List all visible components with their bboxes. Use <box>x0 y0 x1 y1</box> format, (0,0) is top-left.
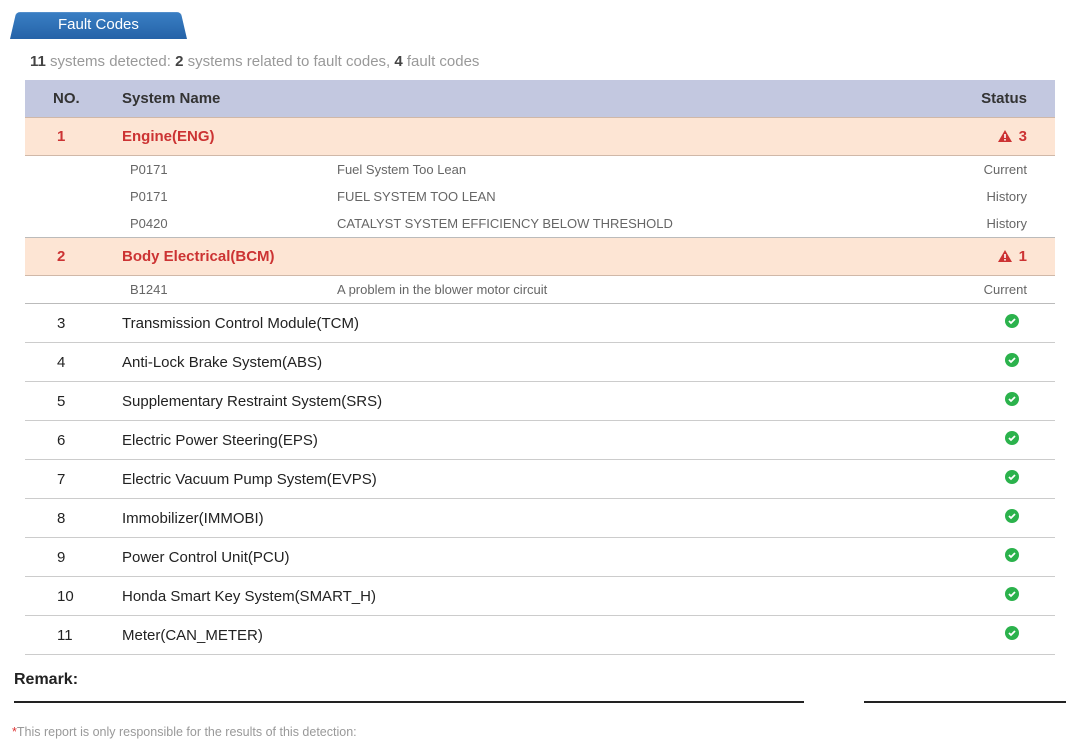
ok-icon <box>1005 587 1019 601</box>
row-status: 1 <box>945 238 1055 276</box>
row-name: Supplementary Restraint System(SRS) <box>110 382 945 421</box>
fault-code: B1241 <box>110 276 325 304</box>
row-name: Power Control Unit(PCU) <box>110 538 945 577</box>
systems-count: 11 <box>30 53 46 70</box>
row-no: 1 <box>25 118 110 156</box>
fault-state: Current <box>945 156 1055 184</box>
row-name: Anti-Lock Brake System(ABS) <box>110 343 945 382</box>
system-row-ok[interactable]: 8Immobilizer(IMMOBI) <box>25 499 1055 538</box>
header-status: Status <box>945 80 1055 118</box>
row-no: 9 <box>25 538 110 577</box>
row-status: 3 <box>945 118 1055 156</box>
row-no: 7 <box>25 460 110 499</box>
fault-code-row: P0420CATALYST SYSTEM EFFICIENCY BELOW TH… <box>25 210 1055 238</box>
fault-desc: FUEL SYSTEM TOO LEAN <box>325 183 945 210</box>
fault-codes-count: 4 <box>394 53 402 70</box>
header-name: System Name <box>110 80 945 118</box>
row-status <box>945 577 1055 616</box>
row-status <box>945 382 1055 421</box>
table-header-row: NO. System Name Status <box>25 80 1055 118</box>
ok-icon <box>1005 509 1019 523</box>
system-row-ok[interactable]: 10Honda Smart Key System(SMART_H) <box>25 577 1055 616</box>
row-status <box>945 460 1055 499</box>
remark-label: Remark: <box>14 671 1066 689</box>
row-name: Meter(CAN_METER) <box>110 616 945 655</box>
row-name: Honda Smart Key System(SMART_H) <box>110 577 945 616</box>
fault-code: P0420 <box>110 210 325 238</box>
fault-state: History <box>945 210 1055 238</box>
fault-desc: CATALYST SYSTEM EFFICIENCY BELOW THRESHO… <box>325 210 945 238</box>
system-row-fault[interactable]: 2Body Electrical(BCM) 1 <box>25 238 1055 276</box>
remark-line-3[interactable] <box>864 701 1066 703</box>
row-no: 5 <box>25 382 110 421</box>
ok-icon <box>1005 548 1019 562</box>
fault-code: P0171 <box>110 183 325 210</box>
system-row-fault[interactable]: 1Engine(ENG) 3 <box>25 118 1055 156</box>
row-no: 6 <box>25 421 110 460</box>
row-no: 11 <box>25 616 110 655</box>
ok-icon <box>1005 353 1019 367</box>
ok-icon <box>1005 392 1019 406</box>
warning-icon <box>998 250 1012 262</box>
row-status <box>945 304 1055 343</box>
fault-code-row: B1241A problem in the blower motor circu… <box>25 276 1055 304</box>
ok-icon <box>1005 626 1019 640</box>
remark-section: Remark: <box>10 655 1070 703</box>
remark-line-1[interactable] <box>14 701 804 703</box>
system-row-ok[interactable]: 11Meter(CAN_METER) <box>25 616 1055 655</box>
row-name: Electric Power Steering(EPS) <box>110 421 945 460</box>
row-status <box>945 421 1055 460</box>
fault-code-row: P0171Fuel System Too LeanCurrent <box>25 156 1055 184</box>
system-row-ok[interactable]: 9Power Control Unit(PCU) <box>25 538 1055 577</box>
row-no: 2 <box>25 238 110 276</box>
row-status <box>945 538 1055 577</box>
ok-icon <box>1005 314 1019 328</box>
fault-code-row: P0171FUEL SYSTEM TOO LEANHistory <box>25 183 1055 210</box>
row-no: 8 <box>25 499 110 538</box>
fault-state: Current <box>945 276 1055 304</box>
row-name: Immobilizer(IMMOBI) <box>110 499 945 538</box>
fault-desc: Fuel System Too Lean <box>325 156 945 184</box>
row-no: 3 <box>25 304 110 343</box>
system-row-ok[interactable]: 4Anti-Lock Brake System(ABS) <box>25 343 1055 382</box>
header-no: NO. <box>25 80 110 118</box>
system-row-ok[interactable]: 3Transmission Control Module(TCM) <box>25 304 1055 343</box>
row-status <box>945 499 1055 538</box>
footnote: *This report is only responsible for the… <box>10 725 1070 739</box>
warning-icon <box>998 130 1012 142</box>
summary-line: 11 systems detected: 2 systems related t… <box>10 39 1070 80</box>
ok-icon <box>1005 431 1019 445</box>
row-name: Engine(ENG) <box>110 118 945 156</box>
ok-icon <box>1005 470 1019 484</box>
system-row-ok[interactable]: 5Supplementary Restraint System(SRS) <box>25 382 1055 421</box>
row-no: 10 <box>25 577 110 616</box>
fault-state: History <box>945 183 1055 210</box>
remark-lines <box>14 701 1066 703</box>
systems-table: NO. System Name Status 1Engine(ENG) 3P01… <box>25 80 1055 655</box>
system-row-ok[interactable]: 6Electric Power Steering(EPS) <box>25 421 1055 460</box>
system-row-ok[interactable]: 7Electric Vacuum Pump System(EVPS) <box>25 460 1055 499</box>
row-name: Transmission Control Module(TCM) <box>110 304 945 343</box>
tab-bar: Fault Codes <box>10 10 1070 39</box>
row-no: 4 <box>25 343 110 382</box>
row-status <box>945 343 1055 382</box>
fault-desc: A problem in the blower motor circuit <box>325 276 945 304</box>
fault-code: P0171 <box>110 156 325 184</box>
row-name: Electric Vacuum Pump System(EVPS) <box>110 460 945 499</box>
tab-fault-codes[interactable]: Fault Codes <box>10 10 187 39</box>
row-name: Body Electrical(BCM) <box>110 238 945 276</box>
row-status <box>945 616 1055 655</box>
